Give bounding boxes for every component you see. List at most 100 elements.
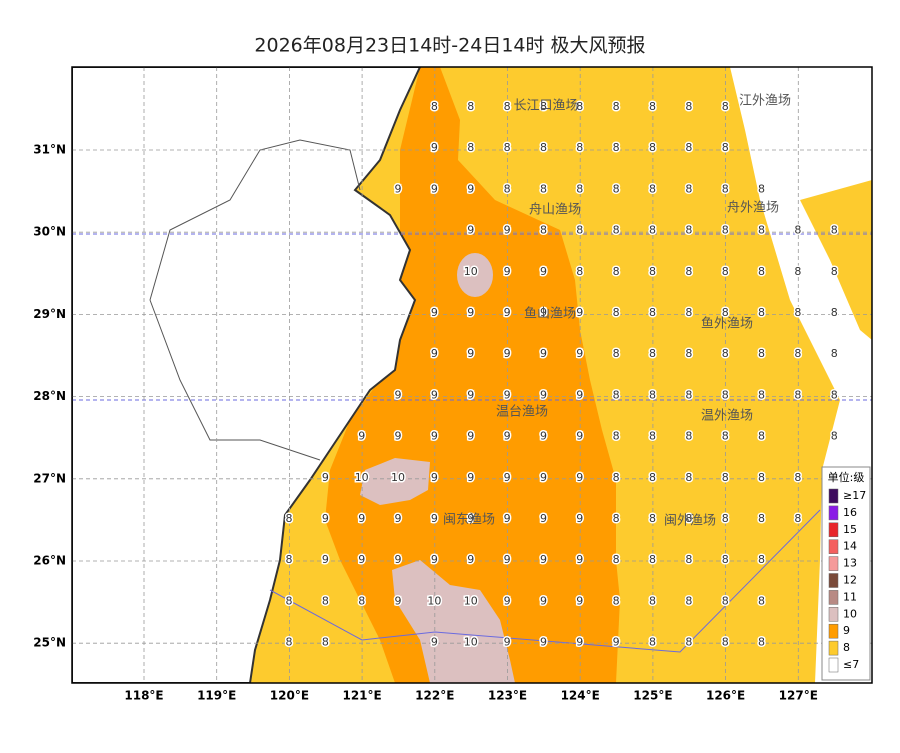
wind-level: 9 bbox=[467, 306, 474, 319]
wind-level: 8 bbox=[794, 471, 801, 484]
area-level10 bbox=[392, 560, 515, 683]
wind-level: 9 bbox=[431, 306, 438, 319]
wind-level: 8 bbox=[758, 182, 765, 195]
wind-level: 9 bbox=[504, 306, 511, 319]
zone-label: 温外渔场 bbox=[701, 409, 753, 424]
wind-level: 9 bbox=[467, 553, 474, 566]
legend-label: 8 bbox=[843, 641, 850, 654]
wind-level: 9 bbox=[540, 388, 547, 401]
wind-level: 9 bbox=[467, 430, 474, 443]
wind-level: 8 bbox=[467, 100, 474, 113]
wind-level: 8 bbox=[831, 430, 838, 443]
wind-level: 8 bbox=[758, 347, 765, 360]
wind-level: 9 bbox=[322, 512, 329, 525]
wind-level: 8 bbox=[613, 430, 620, 443]
wind-level: 9 bbox=[576, 430, 583, 443]
wind-level: 9 bbox=[431, 141, 438, 154]
wind-level: 8 bbox=[831, 224, 838, 237]
wind-level: 8 bbox=[722, 347, 729, 360]
wind-level: 8 bbox=[685, 347, 692, 360]
wind-level: 9 bbox=[504, 471, 511, 484]
wind-level: 8 bbox=[685, 471, 692, 484]
lon-label: 127°E bbox=[779, 689, 818, 703]
wind-level: 9 bbox=[431, 471, 438, 484]
wind-level: 8 bbox=[685, 224, 692, 237]
wind-level: 8 bbox=[831, 306, 838, 319]
wind-level: 8 bbox=[685, 594, 692, 607]
land bbox=[72, 67, 422, 683]
legend-title: 单位:级 bbox=[828, 470, 865, 484]
wind-level: 8 bbox=[794, 265, 801, 278]
wind-level: 8 bbox=[722, 388, 729, 401]
wind-level: 8 bbox=[576, 224, 583, 237]
wind-level: 9 bbox=[504, 265, 511, 278]
wind-level: 10 bbox=[427, 594, 441, 607]
wind-level: 8 bbox=[649, 512, 656, 525]
lat-label: 26°N bbox=[33, 554, 66, 568]
wind-level: 8 bbox=[685, 141, 692, 154]
wind-level: 9 bbox=[395, 182, 402, 195]
wind-level: 8 bbox=[758, 512, 765, 525]
wind-level: 9 bbox=[540, 512, 547, 525]
wind-level: 8 bbox=[685, 100, 692, 113]
wind-level: 8 bbox=[722, 265, 729, 278]
wind-level: 10 bbox=[464, 265, 478, 278]
wind-level: 8 bbox=[758, 306, 765, 319]
wind-level: 8 bbox=[613, 100, 620, 113]
wind-level: 8 bbox=[794, 306, 801, 319]
lat-label: 31°N bbox=[33, 143, 66, 157]
legend-swatch bbox=[828, 505, 839, 521]
province-border bbox=[149, 139, 361, 301]
wind-level: 8 bbox=[685, 265, 692, 278]
lon-label: 122°E bbox=[415, 689, 454, 703]
wind-level: 9 bbox=[467, 347, 474, 360]
wind-level: 8 bbox=[794, 224, 801, 237]
wind-level: 9 bbox=[358, 512, 365, 525]
wind-level: 8 bbox=[758, 224, 765, 237]
wind-level: 9 bbox=[431, 636, 438, 649]
wind-level: 9 bbox=[467, 471, 474, 484]
wind-level: 8 bbox=[540, 224, 547, 237]
legend-label: 15 bbox=[843, 523, 857, 536]
wind-level: 9 bbox=[576, 347, 583, 360]
wind-level: 8 bbox=[685, 306, 692, 319]
zone-label: 鱼外渔场 bbox=[701, 316, 753, 332]
wind-level: 9 bbox=[504, 553, 511, 566]
legend-swatch bbox=[828, 488, 839, 504]
wind-level: 8 bbox=[576, 141, 583, 154]
wind-level: 9 bbox=[613, 636, 620, 649]
wind-level: 9 bbox=[504, 594, 511, 607]
zone-label: 温台渔场 bbox=[496, 405, 548, 420]
wind-level: 9 bbox=[431, 512, 438, 525]
lon-label: 126°E bbox=[706, 689, 745, 703]
wind-level: 8 bbox=[467, 141, 474, 154]
wind-level: 9 bbox=[431, 553, 438, 566]
legend-label: 14 bbox=[843, 540, 857, 553]
wind-level: 8 bbox=[758, 471, 765, 484]
wind-level: 9 bbox=[431, 430, 438, 443]
legend-swatch bbox=[828, 607, 839, 622]
lon-label: 124°E bbox=[561, 689, 600, 703]
legend-swatch bbox=[828, 590, 839, 605]
wind-level: 9 bbox=[431, 182, 438, 195]
wind-level: 9 bbox=[358, 553, 365, 566]
wind-level: 8 bbox=[649, 636, 656, 649]
wind-level: 8 bbox=[722, 512, 729, 525]
wind-level: 9 bbox=[576, 553, 583, 566]
wind-level: 8 bbox=[685, 430, 692, 443]
legend-label: ≤7 bbox=[843, 658, 859, 671]
wind-level: 8 bbox=[685, 388, 692, 401]
legend-swatch bbox=[828, 522, 839, 538]
wind-level: 9 bbox=[322, 553, 329, 566]
wind-level: 8 bbox=[758, 553, 765, 566]
wind-level: 9 bbox=[540, 471, 547, 484]
wind-level: 8 bbox=[722, 141, 729, 154]
wind-level: 8 bbox=[722, 182, 729, 195]
wind-level: 8 bbox=[758, 388, 765, 401]
wind-level: 9 bbox=[395, 388, 402, 401]
wind-level: 8 bbox=[722, 100, 729, 113]
wind-level: 8 bbox=[504, 182, 511, 195]
wind-level: 9 bbox=[467, 224, 474, 237]
wind-level: 8 bbox=[322, 636, 329, 649]
lon-label: 125°E bbox=[633, 689, 672, 703]
